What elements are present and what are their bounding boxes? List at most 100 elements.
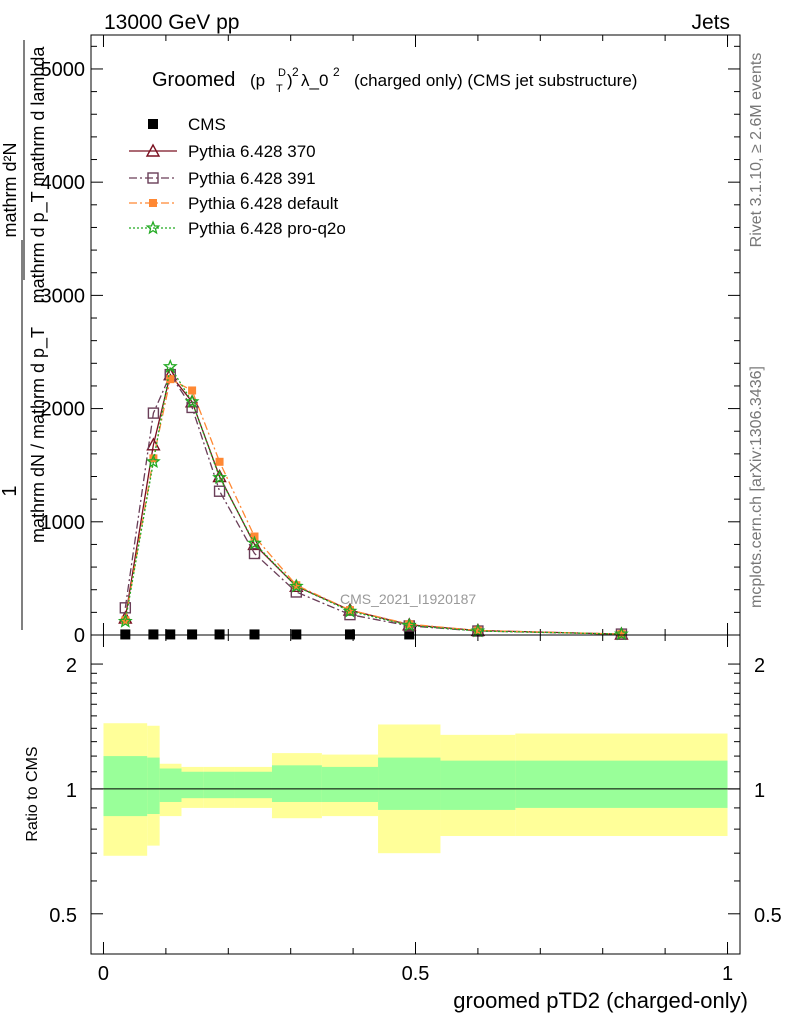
data-point: [162, 358, 178, 374]
ylabel-denominator: mathrm d p_T mathrm d lambda: [28, 46, 49, 304]
ratio-inner-band: [321, 766, 379, 803]
ratio-y-tick-label: 2: [66, 655, 77, 677]
ratio-inner-band: [440, 760, 516, 810]
energy-label: 13000 GeV pp: [104, 11, 239, 34]
data-point: [184, 393, 200, 409]
ratio-axis-ticks: 0.5 0.5 1 1 2 2 0 0.5 1: [49, 635, 782, 985]
data-point: [119, 602, 132, 614]
data-point: [213, 485, 226, 497]
mcplots-label: mcplots.cern.ch [arXiv:1306.3436]: [748, 366, 765, 608]
y-tick-label: 1000: [41, 512, 86, 534]
data-point: [249, 629, 260, 640]
legend: CMS Pythia 6.428 370 Pythia 6.428 391 Pythi…: [129, 115, 346, 238]
data-point: [344, 629, 355, 640]
ratio-inner-band: [378, 757, 441, 810]
data-point: [617, 630, 626, 639]
legend-marker: [145, 220, 161, 235]
legend-label: CMS: [188, 115, 226, 134]
main-plot: 0 1000 2000 3000 4000 5000 Groomed (p D T ) 2…: [41, 34, 741, 647]
legend-label: Pythia 6.428 default: [188, 194, 339, 213]
data-point: [405, 620, 414, 629]
legend-marker: [145, 143, 161, 157]
main-axis-ticks: 0 1000 2000 3000 4000 5000: [41, 35, 740, 647]
x-tick-label: 0.5: [402, 963, 430, 985]
data-point: [147, 407, 160, 419]
ratio-inner-band: [103, 756, 148, 817]
data-point: [470, 623, 486, 638]
ratio-y-tick-label-right: 2: [754, 655, 765, 677]
y-tick-label: 0: [74, 625, 85, 647]
data-point: [212, 469, 228, 484]
legend-marker: [149, 199, 157, 207]
ratio-inner-band: [515, 760, 728, 808]
data-point: [291, 629, 302, 640]
legend-label: Pythia 6.428 391: [188, 169, 316, 188]
title-math-sub: T: [276, 83, 283, 95]
data-point: [117, 613, 133, 628]
data-point: [342, 603, 358, 618]
data-point: [166, 375, 175, 384]
rivet-label: Rivet 3.1.10, ≥ 2.6M events: [748, 53, 765, 248]
series-4: [117, 358, 629, 641]
data-point: [288, 578, 304, 593]
legend-label: Pythia 6.428 370: [188, 142, 316, 161]
ratio-bands: [103, 723, 728, 856]
ratio-ylabel: Ratio to CMS: [24, 746, 41, 841]
category-label: Jets: [691, 11, 730, 34]
data-point: [214, 629, 225, 640]
main-ylabel: 1 mathrm dN / mathrm d p_T mathrm d²N ma…: [0, 40, 49, 630]
title-math-open: (p: [250, 71, 265, 90]
ylabel-numerator: mathrm d²N: [0, 142, 20, 237]
y-tick-label: 2000: [41, 399, 86, 421]
legend-marker: [147, 172, 159, 184]
ratio-inner-band: [234, 771, 272, 799]
data-point: [292, 581, 301, 590]
ratio-plot: 0.5 0.5 1 1 2 2 0 0.5 1: [49, 634, 782, 985]
analysis-watermark: CMS_2021_I1920187: [340, 591, 476, 607]
series-0: [120, 629, 415, 640]
ratio-y-tick-label: 0.5: [49, 905, 77, 927]
title-lambda-exp: 2: [333, 65, 340, 79]
y-tick-label: 5000: [41, 59, 86, 81]
y-tick-label: 3000: [41, 285, 86, 307]
data-point: [473, 626, 482, 635]
legend-entry: Pythia 6.428 default: [129, 194, 339, 213]
data-point: [247, 535, 262, 550]
ratio-inner-band: [203, 771, 235, 799]
data-point: [248, 547, 261, 560]
ylabel-left-num: 1: [0, 485, 21, 496]
title-lambda: λ_0: [301, 71, 328, 90]
legend-marker: [148, 119, 158, 129]
plot-title: Groomed (p D T ) 2 λ_0 2 (charged only) …: [152, 65, 637, 95]
data-point: [345, 606, 354, 615]
legend-label: Pythia 6.428 pro-q2o: [188, 219, 346, 238]
data-point: [188, 386, 197, 395]
data-point: [148, 629, 159, 640]
legend-entry: Pythia 6.428 391: [129, 169, 316, 188]
ratio-inner-band: [147, 757, 160, 815]
data-point: [187, 629, 198, 640]
x-tick-label: 0: [98, 963, 109, 985]
data-point: [613, 626, 629, 641]
title-prefix: Groomed: [152, 69, 235, 91]
legend-entry: CMS: [148, 115, 226, 134]
ratio-y-tick-label: 1: [66, 780, 77, 802]
legend-entry: Pythia 6.428 pro-q2o: [129, 219, 346, 238]
series-line: [124, 373, 622, 635]
ylabel-left-den: mathrm dN / mathrm d p_T: [28, 327, 49, 543]
y-tick-label: 4000: [41, 172, 86, 194]
data-point: [401, 617, 417, 632]
data-point: [146, 453, 161, 469]
data-point: [120, 629, 131, 640]
title-math-close: ): [287, 71, 293, 90]
title-math-sup: D: [278, 67, 286, 79]
ratio-inner-band: [159, 768, 182, 803]
data-point: [404, 629, 415, 640]
data-point: [215, 457, 224, 466]
data-point: [165, 629, 176, 640]
title-exp: 2: [292, 65, 299, 79]
ratio-y-tick-label-right: 1: [754, 780, 765, 802]
legend-entry: Pythia 6.428 370: [129, 142, 316, 161]
ratio-inner-band: [181, 771, 204, 799]
ratio-y-tick-label-right: 0.5: [754, 905, 782, 927]
